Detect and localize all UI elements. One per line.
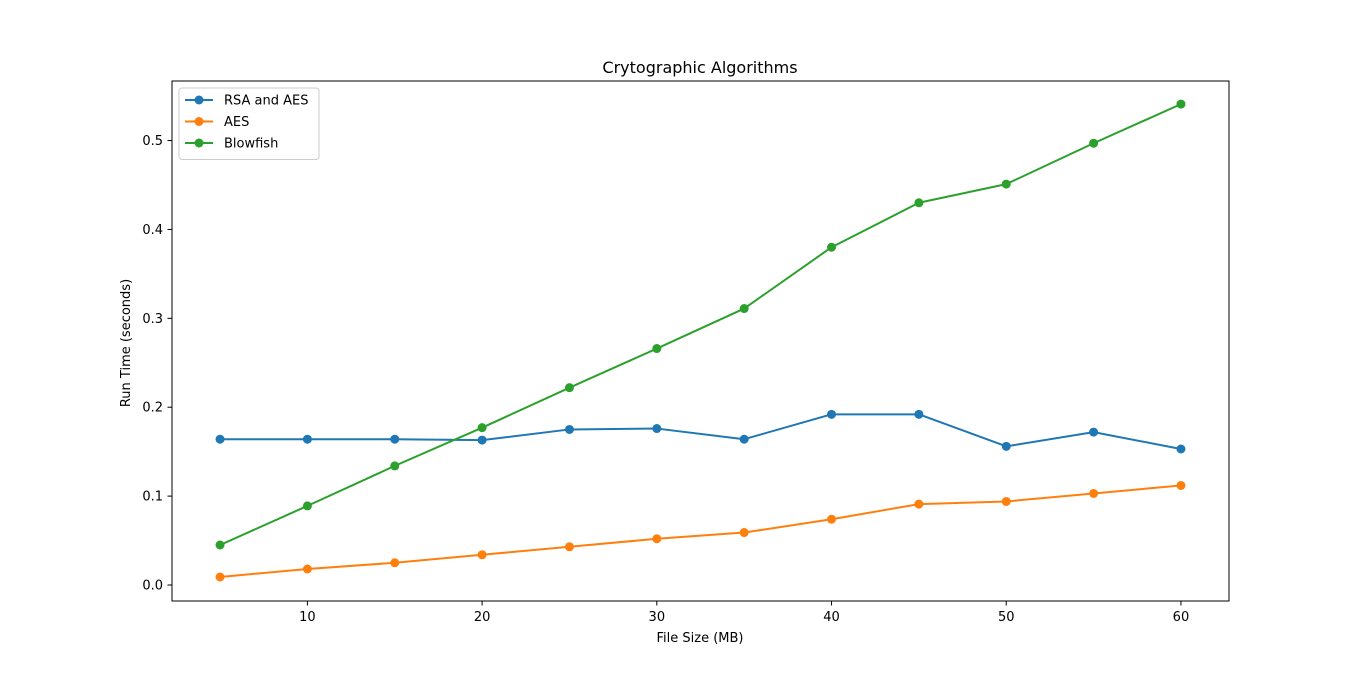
data-point [302, 564, 312, 574]
data-point [827, 514, 837, 524]
series-line [219, 103, 1182, 546]
data-point [215, 572, 225, 582]
data-point [390, 434, 400, 444]
x-tick-label: 60 [1173, 610, 1190, 625]
y-tick-label: 0.1 [142, 490, 163, 505]
data-point [564, 424, 574, 434]
legend-marker [194, 117, 204, 126]
data-point [914, 198, 924, 208]
data-point [914, 499, 924, 509]
data-point [827, 409, 837, 419]
data-point [390, 461, 400, 471]
x-tick-label: 10 [299, 610, 316, 625]
legend-label: Blowfish [224, 137, 278, 152]
data-point [1001, 179, 1011, 189]
y-tick-label: 0.5 [142, 134, 163, 149]
data-point [739, 434, 749, 444]
data-point [302, 501, 312, 511]
data-point [1176, 480, 1186, 490]
plot-area [171, 80, 1230, 602]
series-layer [215, 99, 1186, 582]
data-point [652, 344, 662, 354]
y-tick-label: 0.0 [142, 579, 163, 594]
data-point [215, 434, 225, 444]
data-point [477, 550, 487, 560]
data-point [215, 540, 225, 550]
y-tick-label: 0.4 [142, 223, 163, 238]
legend-item: RSA and AES [185, 94, 309, 109]
data-point [1001, 441, 1011, 451]
y-axis-title: Run Time (seconds) [119, 279, 134, 407]
legend-item: AES [185, 115, 249, 130]
data-point [739, 528, 749, 538]
legend-label: AES [224, 115, 249, 130]
legend-label: RSA and AES [224, 94, 309, 109]
data-point [1001, 496, 1011, 506]
data-point [739, 304, 749, 314]
x-tick-label: 30 [649, 610, 666, 625]
x-tick-label: 40 [823, 610, 840, 625]
legend-marker [194, 95, 204, 105]
series-blowfish [215, 99, 1186, 550]
y-tick-label: 0.3 [142, 312, 163, 327]
data-point [1089, 488, 1099, 498]
legend-marker [194, 138, 204, 148]
x-axis-title: File Size (MB) [657, 631, 744, 646]
x-axis: 10 20 30 40 50 60 [299, 601, 1189, 625]
data-point [564, 542, 574, 552]
data-point [477, 435, 487, 445]
series-rsa-and-aes [215, 409, 1186, 454]
plot-frame [171, 80, 1230, 602]
series-line [220, 413, 1182, 450]
data-point [914, 409, 924, 419]
data-point [1089, 138, 1099, 148]
data-point [390, 558, 400, 568]
data-point [1176, 99, 1186, 109]
data-point [302, 434, 312, 444]
x-tick-label: 20 [474, 610, 491, 625]
data-point [652, 424, 662, 434]
y-axis: 0.0 0.1 0.2 0.3 0.4 0.5 [142, 134, 172, 594]
legend-item: Blowfish [185, 137, 278, 152]
chart-title: Crytographic Algorithms [602, 58, 797, 77]
y-tick-label: 0.2 [142, 401, 163, 416]
legend: RSA and AES AES Blowfish [178, 87, 320, 160]
data-point [1176, 444, 1186, 454]
data-point [564, 383, 574, 393]
x-tick-label: 50 [998, 610, 1015, 625]
data-point [477, 423, 487, 433]
series-aes [215, 480, 1186, 582]
data-point [652, 534, 662, 544]
legend-box [178, 87, 320, 160]
data-point [1089, 427, 1099, 437]
series-line [219, 484, 1182, 578]
data-point [827, 242, 837, 252]
